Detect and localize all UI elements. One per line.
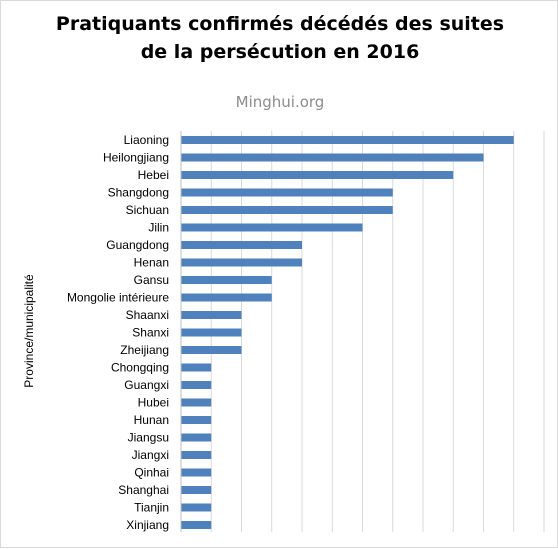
bar xyxy=(181,328,242,337)
bar xyxy=(181,311,242,319)
chart-title-line-2: de la persécution en 2016 xyxy=(140,41,420,63)
category-label: Mongolie intérieure xyxy=(67,291,169,305)
bar xyxy=(181,346,242,354)
category-label: Heilongjiang xyxy=(103,151,169,165)
category-label: Zheijiang xyxy=(120,343,169,357)
bar xyxy=(181,468,212,477)
category-label: Jilin xyxy=(148,221,169,235)
category-label: Hubei xyxy=(138,396,169,410)
chart-title-line-1: Pratiquants confirmés décédés des suites xyxy=(55,13,505,35)
bar xyxy=(181,293,272,302)
category-label: Shangdong xyxy=(108,186,169,200)
bar xyxy=(181,206,393,214)
bar xyxy=(181,153,484,162)
category-label: Shanghai xyxy=(118,483,169,497)
bar xyxy=(181,433,212,442)
bar xyxy=(181,136,514,144)
bar xyxy=(181,416,212,424)
category-label: Gansu xyxy=(134,273,169,287)
bar xyxy=(181,241,302,249)
bar xyxy=(181,223,363,232)
category-label: Sichuan xyxy=(126,203,169,217)
category-label: Tianjin xyxy=(134,501,169,515)
bar xyxy=(181,188,393,197)
bar xyxy=(181,363,212,372)
bar xyxy=(181,521,212,529)
bar xyxy=(181,486,212,494)
category-label: Guangdong xyxy=(106,238,169,252)
category-label: Henan xyxy=(134,256,169,270)
bar xyxy=(181,381,212,389)
category-label: Guangxi xyxy=(124,378,169,392)
bar xyxy=(181,503,212,512)
bar xyxy=(181,398,212,407)
bar xyxy=(181,451,212,459)
category-label: Xinjiang xyxy=(126,518,169,532)
category-label: Qinhai xyxy=(134,466,169,480)
source-label: Minghui.org xyxy=(235,93,325,111)
bar xyxy=(181,171,454,179)
bar xyxy=(181,276,272,284)
category-label: Hebei xyxy=(138,168,169,182)
category-label: Jiangsu xyxy=(128,431,169,445)
category-label: Chongqing xyxy=(111,361,169,375)
category-label: Jiangxi xyxy=(132,448,169,462)
category-label: Shanxi xyxy=(132,326,169,340)
category-label: Liaoning xyxy=(124,133,169,147)
bar xyxy=(181,258,302,267)
category-label: Shaanxi xyxy=(126,308,169,322)
category-label: Hunan xyxy=(134,413,169,427)
